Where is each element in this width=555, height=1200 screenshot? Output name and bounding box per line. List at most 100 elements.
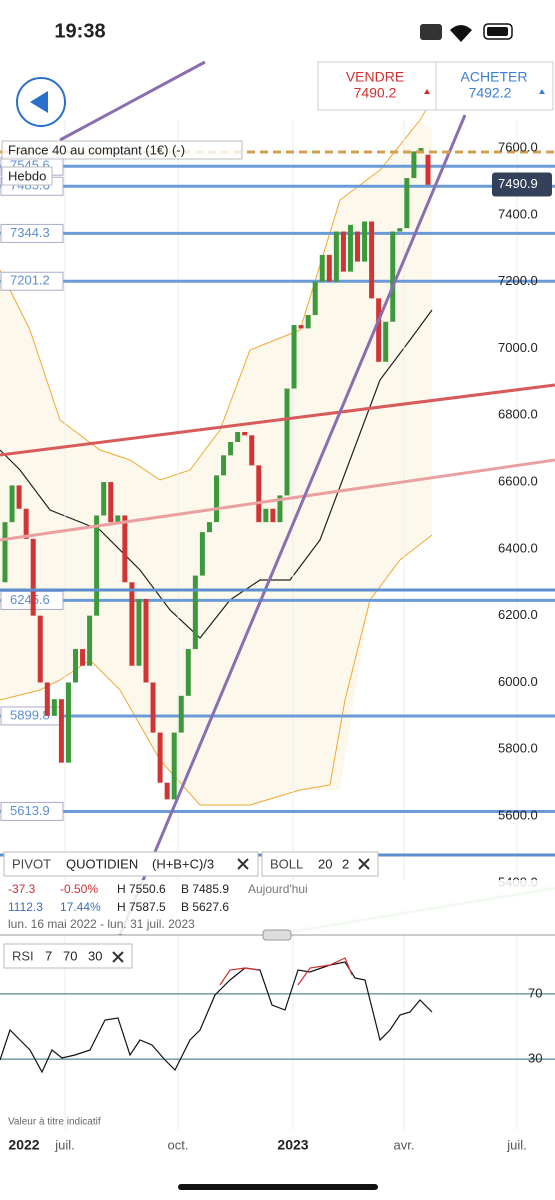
candle: [305, 315, 311, 329]
y-tick-label: 6200.0: [498, 607, 538, 622]
close-icon[interactable]: [112, 951, 124, 963]
boll-chip[interactable]: [261, 851, 379, 877]
boll-period: 20: [318, 856, 332, 871]
y-tick-label: 7000.0: [498, 340, 538, 355]
bollinger-upper: [0, 99, 433, 481]
candle: [199, 532, 205, 576]
x-tick-label: 2022: [8, 1137, 39, 1153]
candle: [221, 455, 227, 476]
y-tick-label: 5800.0: [498, 741, 538, 756]
candle: [270, 508, 276, 523]
candle: [235, 431, 241, 442]
rsi-label: RSI: [12, 948, 34, 963]
candle: [129, 582, 135, 666]
candle: [108, 482, 114, 523]
level-label: 7201.2: [10, 273, 50, 288]
candle: [44, 682, 50, 716]
last-price-tag: [492, 172, 552, 197]
sell-label: VENDRE: [346, 69, 404, 85]
candle: [51, 699, 57, 716]
level-label: 6245.6: [10, 592, 50, 607]
pivot-chip[interactable]: [3, 851, 259, 877]
candle: [80, 649, 86, 666]
rsi-lower: 30: [88, 948, 102, 963]
candle: [73, 649, 78, 683]
candle: [228, 441, 234, 456]
y-tick-label: 6000.0: [498, 674, 538, 689]
candle: [390, 231, 396, 322]
interval: Hebdo: [8, 168, 46, 183]
candle: [284, 388, 290, 496]
y-tick-label: 7400.0: [498, 206, 538, 221]
candle: [263, 508, 269, 523]
y-tick-label: 7200.0: [498, 273, 538, 288]
resize-handle[interactable]: [262, 929, 292, 941]
candle: [319, 254, 325, 282]
sell-price: 7490.2: [354, 85, 397, 101]
status-icons: [420, 23, 513, 42]
chart-title: France 40 au comptant (1€) (-): [8, 142, 185, 157]
candle: [101, 482, 107, 516]
candle: [185, 649, 191, 696]
candle: [256, 465, 262, 523]
candle: [277, 495, 283, 523]
pivot-period: QUOTIDIEN: [66, 856, 138, 871]
candle: [192, 575, 198, 650]
candle: [291, 325, 297, 389]
candle: [362, 221, 368, 262]
change-pct: -0.50%: [60, 882, 98, 896]
rsi-upper: 70: [63, 948, 77, 963]
trend-line: [0, 383, 555, 457]
candle: [143, 598, 149, 683]
level-label: 5613.9: [10, 803, 50, 818]
footer-note: Valeur à titre indicatif: [8, 1117, 101, 1128]
back-icon: [30, 91, 48, 113]
candle: [383, 321, 389, 362]
candle: [58, 699, 64, 763]
candle: [340, 231, 346, 272]
y-tick-label: 6400.0: [498, 540, 538, 555]
change: -37.3: [8, 882, 36, 896]
range-change: 1112.3: [8, 900, 43, 914]
candle: [411, 151, 417, 179]
bollinger-area: [0, 120, 432, 805]
candle: [404, 178, 410, 229]
candle: [369, 221, 375, 299]
rsi-period: 7: [45, 948, 52, 963]
level-tag: [0, 271, 64, 291]
level-label: 5899.8: [10, 707, 50, 722]
trend-line: [118, 114, 467, 936]
close-icon[interactable]: [358, 858, 370, 870]
candle: [37, 615, 43, 683]
title-box: [1, 140, 243, 160]
candle: [9, 485, 15, 523]
candle: [347, 224, 353, 272]
candle: [164, 782, 170, 800]
pivot-formula: (H+B+C)/3: [152, 856, 214, 871]
y-tick-label: 5600.0: [498, 808, 538, 823]
candle: [214, 475, 219, 523]
candle: [115, 515, 121, 523]
buy-label: ACHETER: [461, 69, 528, 85]
range-high: H 7587.5: [117, 900, 166, 914]
low: B 7485.9: [181, 882, 229, 896]
rsi-chip[interactable]: [3, 943, 133, 969]
candle: [397, 228, 403, 232]
x-tick-label: 2023: [277, 1137, 308, 1153]
time: 19:38: [54, 20, 105, 42]
close-icon[interactable]: [237, 858, 249, 870]
candle: [65, 682, 71, 763]
candle: [150, 682, 156, 733]
rsi-tick-label: 70: [528, 985, 542, 1000]
level-tag: [0, 801, 64, 821]
rsi-overbought: [297, 957, 353, 986]
candle: [157, 732, 163, 783]
date-range: lun. 16 mai 2022 - lun. 31 juil. 2023: [8, 917, 195, 931]
candle: [16, 485, 22, 509]
trend-line: [0, 458, 555, 542]
high: H 7550.6: [117, 882, 166, 896]
last-price: 7490.9: [498, 176, 538, 191]
